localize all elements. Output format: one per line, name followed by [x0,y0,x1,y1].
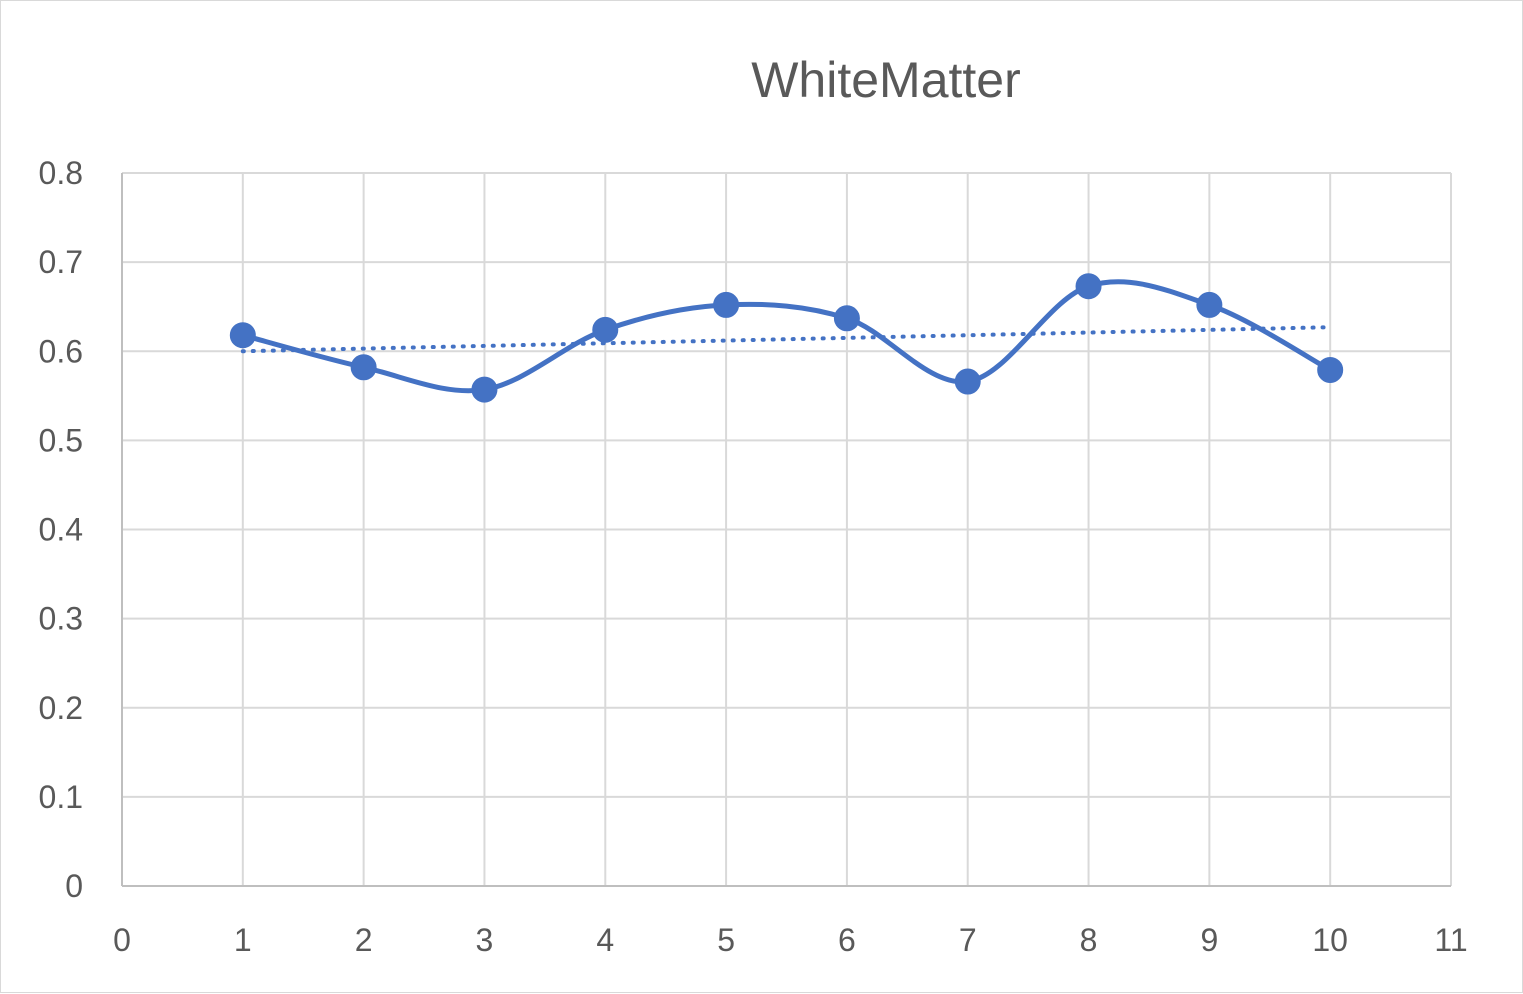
data-point [350,354,377,381]
data-point [713,291,740,318]
y-tick-label: 0.5 [39,422,83,458]
trendline-line [240,325,1333,354]
y-tick-label: 0.8 [39,155,83,191]
y-tick-label: 0 [65,868,83,904]
y-tick-label: 0.6 [39,333,83,369]
chart-title: WhiteMatter [751,52,1021,108]
y-tick-label: 0.4 [39,512,83,548]
trendline [240,325,1333,354]
data-point [229,322,256,349]
x-tick-label: 7 [959,922,977,958]
data-point [1075,273,1102,300]
x-tick-label: 4 [596,922,614,958]
data-point [592,316,619,343]
x-tick-label: 9 [1200,922,1218,958]
x-tick-label: 8 [1080,922,1098,958]
data-series [229,273,1344,403]
y-tick-label: 0.3 [39,601,83,637]
x-tick-label: 6 [838,922,856,958]
x-tick-label: 3 [476,922,494,958]
data-point [471,376,498,403]
series-line [240,279,1333,394]
tick-labels: 0 0.1 0.2 0.3 0.4 0.5 0.6 0.7 0.8 0 1 2 3 4 5 6 7 8 9 10 11 [39,155,1468,958]
y-tick-label: 0.1 [39,779,83,815]
data-point [1196,291,1223,318]
x-tick-label: 11 [1434,922,1467,958]
x-tick-label: 10 [1312,922,1348,958]
y-tick-label: 0.2 [39,690,83,726]
data-point [833,305,860,332]
gridlines [122,172,1452,886]
x-tick-label: 2 [355,922,373,958]
y-tick-label: 0.7 [39,244,83,280]
x-tick-label: 5 [717,922,735,958]
data-point [1317,356,1344,383]
axes [121,173,1451,887]
data-point [954,368,981,395]
x-tick-label: 1 [234,922,252,958]
x-tick-label: 0 [113,922,131,958]
